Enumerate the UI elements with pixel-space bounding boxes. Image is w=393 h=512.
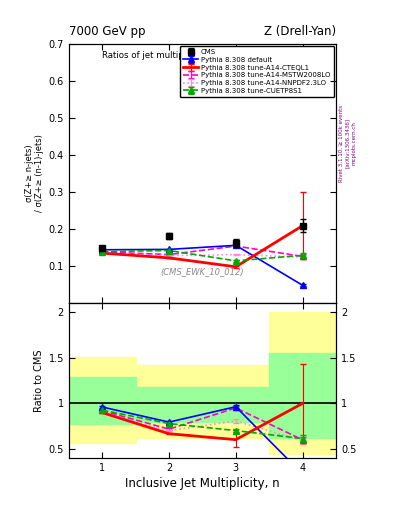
Text: mcplots.cern.ch: mcplots.cern.ch	[351, 121, 356, 165]
Text: 7000 GeV pp: 7000 GeV pp	[69, 26, 145, 38]
Text: [arXiv:1306.3436]: [arXiv:1306.3436]	[345, 118, 350, 168]
Text: Rivet 3.1.10, ≥ 100k events: Rivet 3.1.10, ≥ 100k events	[339, 105, 344, 182]
X-axis label: Inclusive Jet Multiplicity, n: Inclusive Jet Multiplicity, n	[125, 477, 280, 490]
Y-axis label: Ratio to CMS: Ratio to CMS	[34, 349, 44, 412]
Text: (CMS_EWK_10_012): (CMS_EWK_10_012)	[161, 267, 244, 276]
Legend: CMS, Pythia 8.308 default, Pythia 8.308 tune-A14-CTEQL1, Pythia 8.308 tune-A14-M: CMS, Pythia 8.308 default, Pythia 8.308 …	[180, 46, 334, 97]
Text: Z (Drell-Yan): Z (Drell-Yan)	[264, 26, 336, 38]
Text: Ratios of jet multiplicity (CMS (muon channel)): Ratios of jet multiplicity (CMS (muon ch…	[102, 51, 303, 60]
Y-axis label: σ(Z+≥ n-jets)
/ σ(Z+≥ (n-1)-jets): σ(Z+≥ n-jets) / σ(Z+≥ (n-1)-jets)	[25, 134, 44, 212]
